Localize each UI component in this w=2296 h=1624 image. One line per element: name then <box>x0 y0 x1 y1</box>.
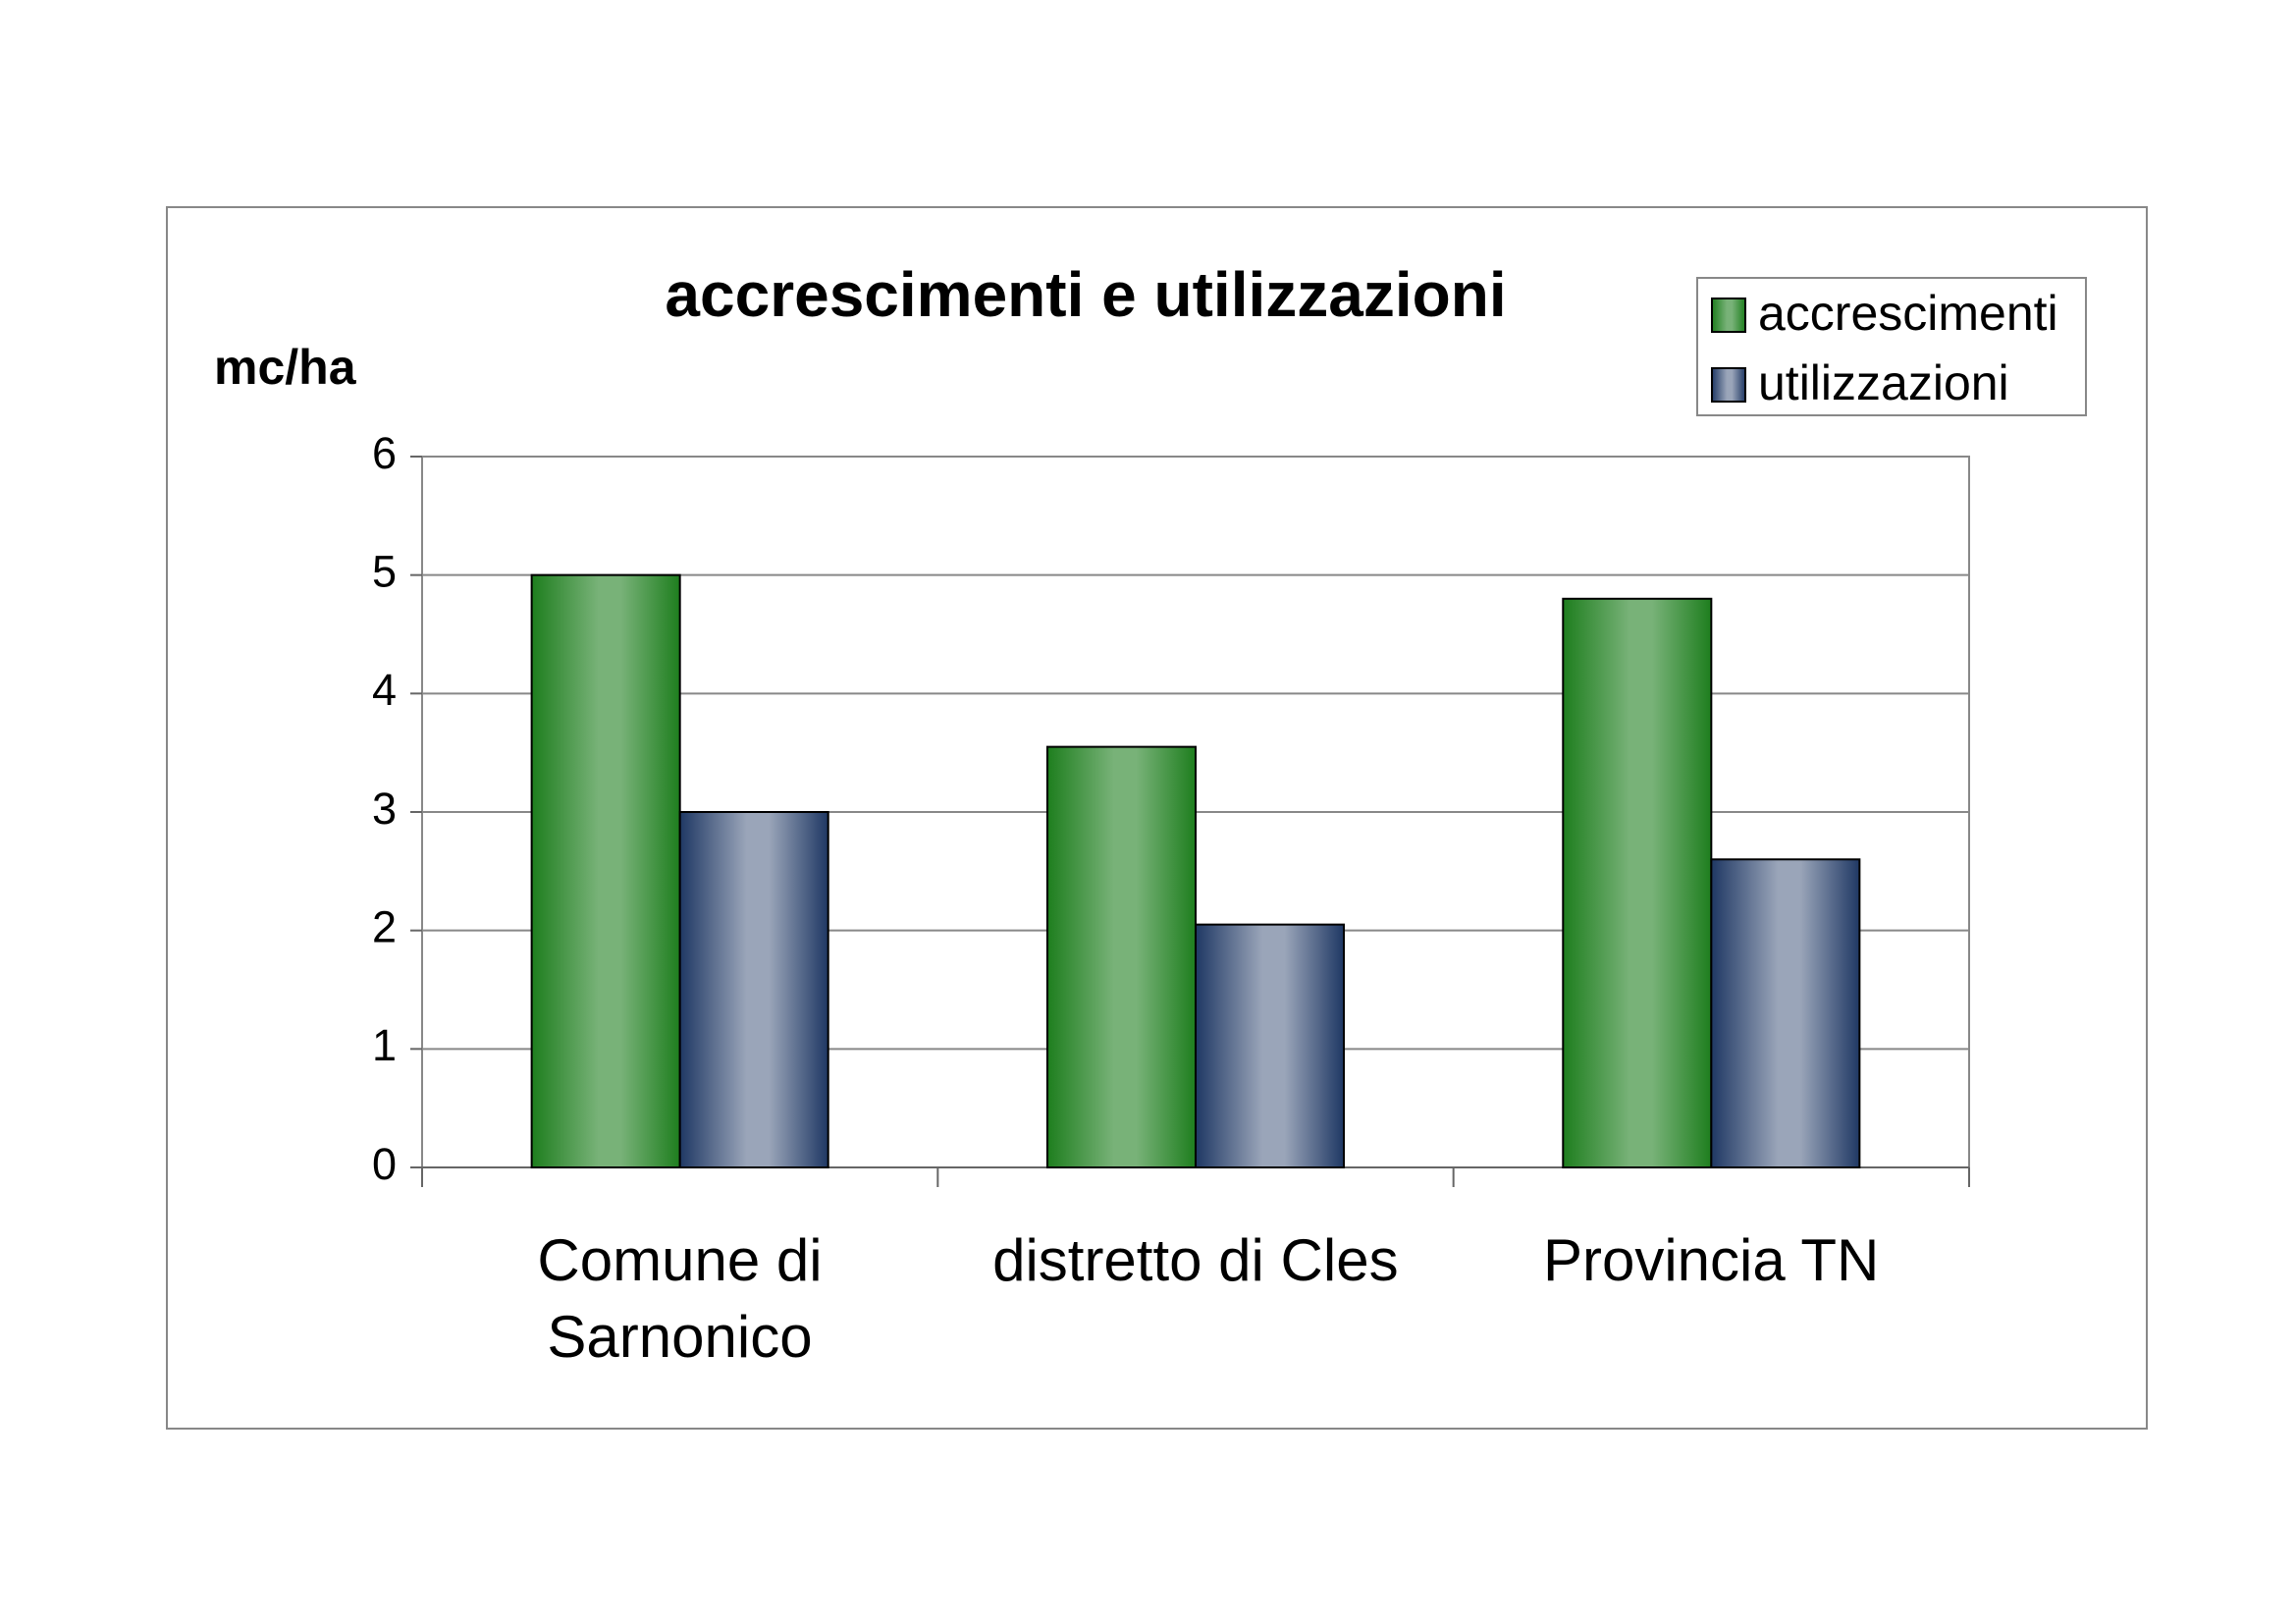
legend-box <box>1696 277 2087 416</box>
y-tick-label: 3 <box>372 784 397 834</box>
y-tick-label: 0 <box>372 1139 397 1189</box>
bar <box>1045 745 1198 1169</box>
y-tick-label: 2 <box>372 902 397 952</box>
bar <box>1710 858 1861 1168</box>
chart-title: accrescimenti e utilizzazioni <box>665 259 1506 330</box>
bar <box>530 573 681 1168</box>
bar <box>678 811 829 1168</box>
x-tick-label: Provincia TN <box>1542 1227 1880 1293</box>
legend-label: utilizzazioni <box>1758 355 2009 410</box>
bar <box>1195 923 1346 1169</box>
y-axis-label: mc/ha <box>214 340 357 395</box>
y-tick-label: 6 <box>372 428 397 478</box>
y-tick-label: 4 <box>372 665 397 715</box>
legend-swatch <box>1711 298 1746 333</box>
x-tick-label: Comune di Sarnonico <box>537 1227 823 1370</box>
y-tick-label: 1 <box>372 1020 397 1070</box>
y-tick-label: 5 <box>372 547 397 597</box>
legend-label: accrescimenti <box>1758 286 2058 341</box>
bar <box>1562 597 1713 1168</box>
legend-swatch <box>1711 367 1746 403</box>
x-tick-label: distretto di Cles <box>992 1227 1399 1293</box>
